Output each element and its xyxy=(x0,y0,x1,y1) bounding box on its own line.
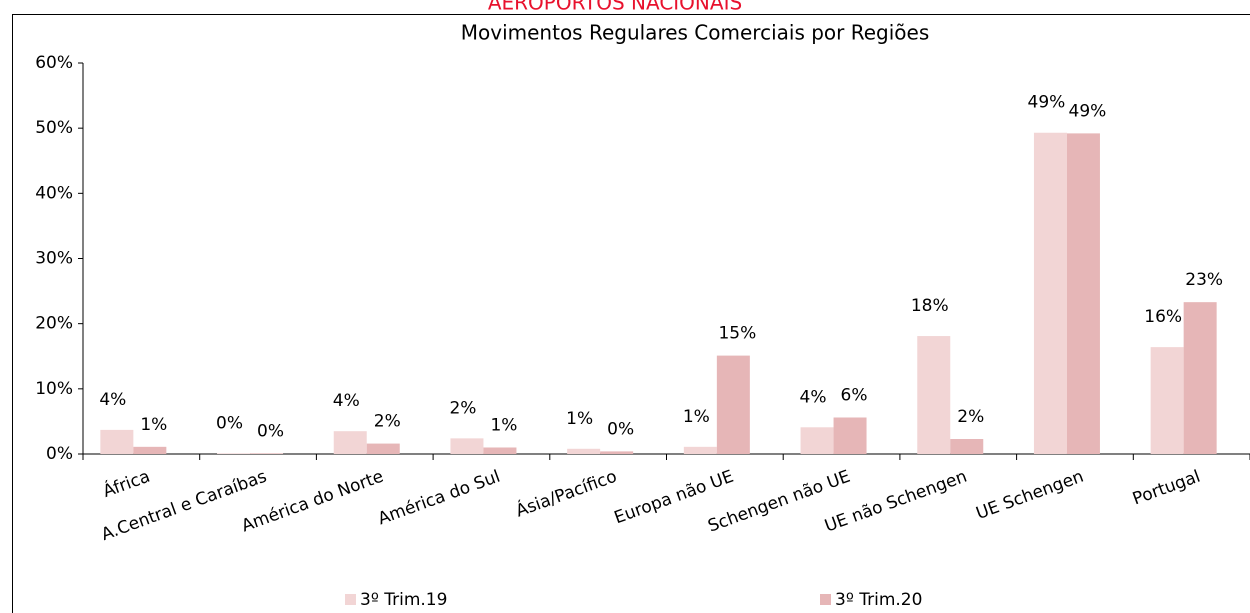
x-tick-label: UE Schengen xyxy=(974,467,1087,524)
y-tick-label: 40% xyxy=(35,183,73,203)
bar xyxy=(1033,132,1067,454)
value-label: 4% xyxy=(800,387,827,407)
y-tick-label: 20% xyxy=(35,314,73,334)
value-label: 1% xyxy=(683,407,710,427)
bar xyxy=(250,453,284,454)
y-tick-label: 30% xyxy=(35,249,73,269)
value-label: 1% xyxy=(566,409,593,429)
value-label: 4% xyxy=(99,390,126,410)
page-header: AEROPORTOS NACIONAIS xyxy=(488,0,742,15)
legend-swatch xyxy=(820,594,831,605)
bar xyxy=(1066,133,1100,454)
bar xyxy=(950,439,984,454)
legend-swatch xyxy=(345,594,356,605)
bar xyxy=(483,447,517,454)
bar xyxy=(100,429,134,454)
value-label: 49% xyxy=(1028,93,1066,113)
chart-border xyxy=(12,14,1250,613)
value-label: 0% xyxy=(607,419,634,439)
y-tick-label: 60% xyxy=(35,53,73,73)
x-tick-label: América do Sul xyxy=(375,467,503,530)
bar xyxy=(1183,302,1217,454)
bar xyxy=(217,453,251,454)
value-label: 18% xyxy=(911,296,949,316)
bar xyxy=(600,451,634,454)
bar xyxy=(833,417,867,454)
y-tick-label: 0% xyxy=(46,444,73,464)
value-label: 0% xyxy=(257,421,284,441)
value-label: 4% xyxy=(333,391,360,411)
bar xyxy=(366,443,400,454)
bar xyxy=(567,448,601,454)
value-label: 2% xyxy=(449,398,476,418)
value-label: 6% xyxy=(841,386,868,406)
value-label: 0% xyxy=(216,413,243,433)
chart-title: Movimentos Regulares Comerciais por Regi… xyxy=(461,21,930,45)
value-label: 1% xyxy=(490,415,517,435)
bar xyxy=(133,446,167,454)
y-tick-label: 10% xyxy=(35,379,73,399)
bar xyxy=(1150,347,1184,454)
x-tick-label: Portugal xyxy=(1130,467,1203,510)
value-label: 15% xyxy=(718,324,756,344)
x-tick-label: Ásia/Pacífico xyxy=(513,465,620,522)
bar xyxy=(333,431,367,454)
bar xyxy=(450,438,484,454)
value-label: 23% xyxy=(1185,270,1223,290)
bar xyxy=(683,446,717,454)
value-label: 16% xyxy=(1144,307,1182,327)
value-label: 1% xyxy=(140,415,167,435)
bar xyxy=(800,427,834,454)
y-tick-label: 50% xyxy=(35,118,73,138)
x-tick-label: África xyxy=(100,465,153,502)
legend-label: 3º Trim.19 xyxy=(360,590,447,610)
legend-label: 3º Trim.20 xyxy=(835,590,922,610)
value-label: 2% xyxy=(374,412,401,432)
value-label: 49% xyxy=(1069,101,1107,121)
bar xyxy=(917,336,951,454)
bar xyxy=(716,355,750,454)
value-label: 2% xyxy=(957,407,984,427)
